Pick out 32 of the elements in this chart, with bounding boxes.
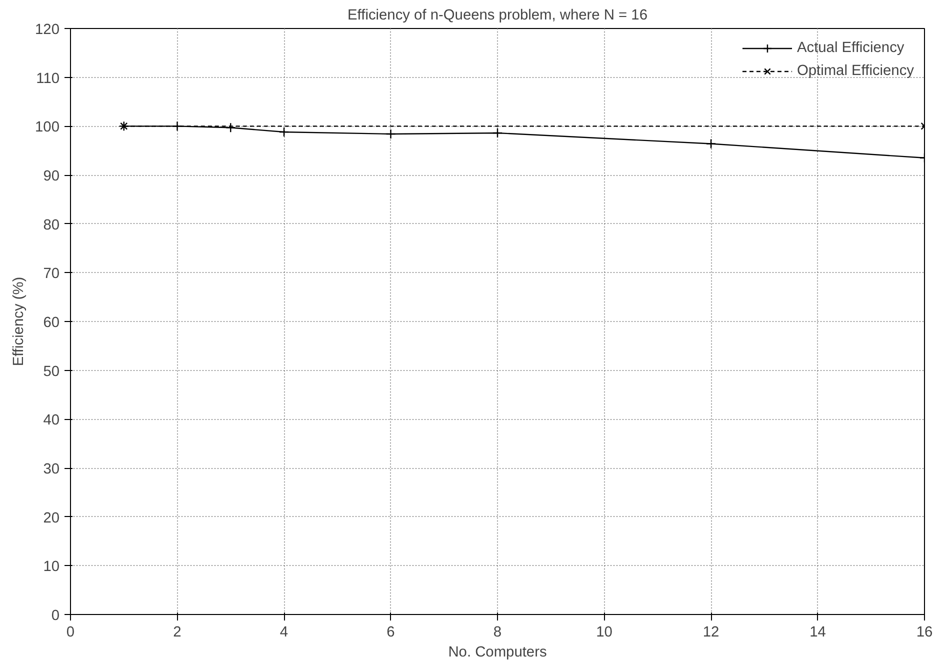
y-tick-label: 80: [43, 217, 60, 234]
y-tick-label: 60: [43, 315, 60, 331]
x-tick-label: 14: [810, 624, 826, 640]
point: [226, 122, 236, 133]
y-axis-title: Efficiency (%): [11, 276, 28, 366]
x-tick-label: 6: [386, 624, 395, 640]
x-tick-label: 12: [702, 624, 720, 640]
point: [386, 128, 396, 140]
legend-label: Optimal Efficiency: [796, 63, 914, 79]
y-tick-label: 50: [43, 364, 60, 380]
chart-title: Efficiency of n-Queens problem, where N = 16: [348, 8, 648, 24]
y-tick-label: 40: [43, 412, 60, 429]
point: [706, 138, 716, 149]
y-tick-label: 100: [35, 120, 60, 136]
y-tick-label: 20: [43, 510, 60, 526]
x-axis-title: No. Computers: [448, 644, 547, 660]
x-tick-label: 8: [493, 624, 502, 640]
y-tick-label: 90: [43, 168, 60, 184]
x-tick-label: 2: [173, 624, 182, 640]
legend-label: Actual Efficiency: [796, 40, 904, 56]
x-tick-label: 4: [280, 624, 288, 640]
y-tick-label: 110: [36, 70, 60, 87]
x-tick-label: 0: [66, 624, 75, 640]
y-tick-label: 0: [51, 608, 60, 624]
x-tick-label: 10: [596, 624, 612, 640]
x-tick-label: 16: [916, 624, 933, 640]
y-tick-label: 30: [43, 462, 60, 478]
point: [492, 128, 503, 138]
y-tick-label: 10: [43, 559, 60, 576]
point: [278, 126, 290, 138]
y-tick-label: 70: [43, 266, 60, 282]
y-tick-label: 120: [35, 22, 60, 38]
